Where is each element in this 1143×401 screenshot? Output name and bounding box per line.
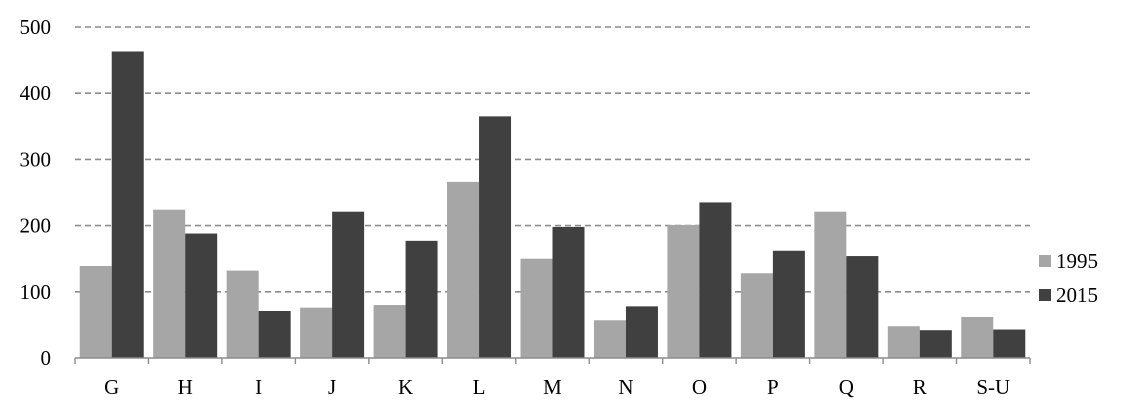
bar-2015-O (699, 202, 732, 358)
legend-label-1995: 1995 (1056, 249, 1098, 273)
bar-2015-R (919, 330, 952, 358)
bar-2015-Q (846, 256, 879, 358)
legend: 1995 2015 (1039, 249, 1098, 307)
bar-1995-O (667, 224, 700, 358)
x-tick-label-R: R (913, 375, 927, 399)
x-tick-label-K: K (398, 375, 413, 399)
bar-1995-S-U (961, 316, 994, 358)
axes: 0 100 200 300 400 500 G H I J K L M N O P Q R S-U (20, 15, 1031, 399)
bar-1995-M (520, 258, 553, 358)
y-tick-label: 300 (20, 147, 52, 171)
x-tick-label-L: L (473, 375, 486, 399)
bar-2015-I (258, 310, 291, 358)
bar-1995-N (593, 320, 626, 358)
y-tick-label: 500 (20, 15, 52, 39)
legend-label-2015: 2015 (1056, 283, 1098, 307)
y-tick-label: 0 (41, 346, 52, 370)
bar-2015-L (479, 116, 512, 359)
bar-1995-L (447, 181, 480, 358)
bar-2015-M (552, 226, 585, 358)
bar-1995-P (740, 273, 773, 358)
x-tick-label-M: M (543, 375, 562, 399)
y-tick-label: 200 (20, 214, 52, 238)
x-tick-label-P: P (767, 375, 779, 399)
bar-2015-H (185, 233, 218, 358)
bar-1995-Q (814, 211, 847, 358)
bar-2015-S-U (993, 329, 1026, 358)
bar-2015-G (111, 51, 144, 359)
bar-2015-K (405, 240, 438, 358)
bar-1995-J (300, 307, 333, 358)
x-tick-label-S-U: S-U (976, 375, 1010, 399)
x-tick-label-Q: Q (839, 375, 854, 399)
bars (79, 51, 1026, 359)
x-tick-label-N: N (618, 375, 633, 399)
x-tick-label-G: G (104, 375, 119, 399)
x-tick-label-H: H (178, 375, 193, 399)
bar-1995-R (887, 326, 920, 358)
bar-1995-H (153, 209, 186, 358)
x-tick-label-J: J (328, 375, 336, 399)
bar-1995-I (226, 270, 259, 358)
legend-swatch-1995 (1039, 255, 1051, 267)
x-tick-label-O: O (692, 375, 707, 399)
bar-2015-N (625, 306, 658, 358)
y-tick-label: 400 (20, 81, 52, 105)
legend-swatch-2015 (1039, 289, 1051, 301)
bar-1995-K (373, 305, 406, 358)
bar-1995-G (79, 265, 112, 358)
x-tick-label-I: I (255, 375, 262, 399)
bar-2015-J (332, 211, 365, 358)
y-tick-label: 100 (20, 280, 52, 304)
bar-2015-P (772, 250, 805, 358)
